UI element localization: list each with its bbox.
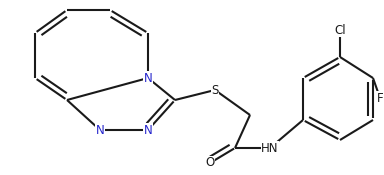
Text: N: N — [96, 124, 104, 136]
Text: F: F — [377, 92, 383, 104]
Text: N: N — [144, 72, 152, 85]
Text: N: N — [144, 124, 152, 136]
Text: HN: HN — [261, 142, 279, 155]
Text: S: S — [211, 83, 218, 96]
Text: Cl: Cl — [334, 23, 346, 37]
Text: O: O — [205, 156, 215, 170]
